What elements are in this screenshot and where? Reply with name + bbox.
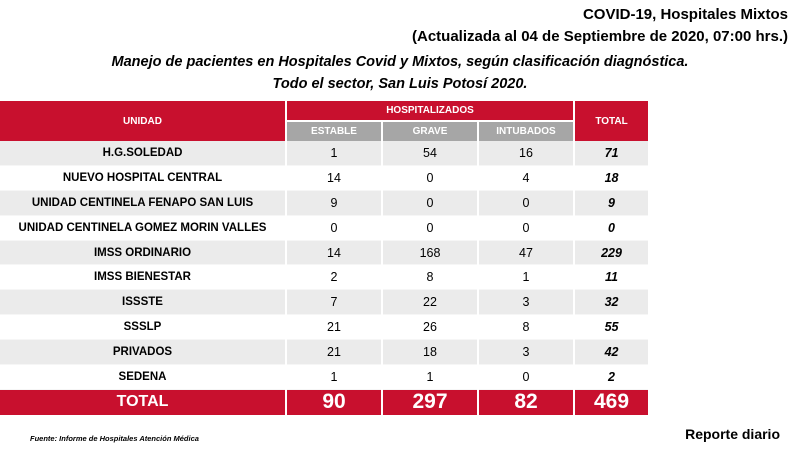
table-row: ISSSTE 7 22 3 32: [0, 289, 649, 316]
grave-cell: 8: [382, 264, 479, 291]
grave-cell: 0: [382, 190, 479, 216]
total-cell: 229: [573, 240, 649, 266]
grave-cell: 0: [382, 215, 479, 241]
unidad-cell: H.G.SOLEDAD: [0, 141, 287, 166]
unidad-cell: ISSSTE: [0, 289, 287, 316]
intubados-cell: 0: [478, 215, 576, 241]
table-row: NUEVO HOSPITAL CENTRAL 14 0 4 18: [0, 165, 649, 191]
total-grave: 297: [382, 389, 479, 415]
total-estable: 90: [286, 389, 383, 415]
grand-total: 469: [574, 389, 649, 415]
estable-cell: 0: [286, 215, 383, 241]
total-cell: 42: [573, 339, 649, 366]
estable-cell: 1: [286, 364, 383, 390]
unidad-cell: PRIVADOS: [0, 339, 287, 366]
intubados-cell: 3: [478, 339, 576, 366]
unidad-cell: UNIDAD CENTINELA FENAPO SAN LUIS: [0, 190, 287, 216]
intubados-cell: 8: [478, 314, 576, 341]
total-cell: 18: [573, 165, 649, 191]
intubados-cell: 0: [478, 364, 576, 390]
header-grave: GRAVE: [382, 121, 479, 141]
grave-cell: 168: [382, 240, 479, 266]
header-hospitalizados: HOSPITALIZADOS: [286, 101, 575, 122]
unidad-cell: NUEVO HOSPITAL CENTRAL: [0, 165, 287, 191]
grave-cell: 1: [382, 364, 479, 390]
estable-cell: 9: [286, 190, 383, 216]
total-cell: 32: [573, 289, 649, 316]
estable-cell: 14: [286, 165, 383, 191]
total-cell: 9: [573, 190, 649, 216]
estable-cell: 21: [286, 314, 383, 341]
unidad-cell: IMSS ORDINARIO: [0, 240, 287, 266]
hospital-table: UNIDAD HOSPITALIZADOS TOTAL ESTABLE GRAV…: [0, 101, 649, 415]
header-intubados: INTUBADOS: [478, 121, 575, 141]
intubados-cell: 4: [478, 165, 576, 191]
estable-cell: 7: [286, 289, 383, 316]
grave-cell: 54: [382, 141, 479, 166]
grave-cell: 0: [382, 165, 479, 191]
unidad-cell: SSSLP: [0, 314, 287, 341]
subtitle-line-2: Todo el sector, San Luis Potosí 2020.: [272, 76, 528, 92]
table-row: IMSS ORDINARIO 14 168 47 229: [0, 240, 649, 266]
table-row: H.G.SOLEDAD 1 54 16 71: [0, 141, 649, 166]
unidad-cell: SEDENA: [0, 364, 287, 390]
source-note: Fuente: Informe de Hospitales Atención M…: [30, 434, 199, 443]
table-row: UNIDAD CENTINELA FENAPO SAN LUIS 9 0 0 9: [0, 190, 649, 216]
table-row: UNIDAD CENTINELA GOMEZ MORIN VALLES 0 0 …: [0, 215, 649, 241]
table-row: PRIVADOS 21 18 3 42: [0, 339, 649, 366]
table-row: IMSS BIENESTAR 2 8 1 11: [0, 264, 649, 291]
total-cell: 0: [573, 215, 649, 241]
intubados-cell: 47: [478, 240, 576, 266]
intubados-cell: 0: [478, 190, 576, 216]
grave-cell: 18: [382, 339, 479, 366]
intubados-cell: 1: [478, 264, 576, 291]
total-cell: 55: [573, 314, 649, 341]
estable-cell: 2: [286, 264, 383, 291]
update-date: (Actualizada al 04 de Septiembre de 2020…: [412, 28, 788, 45]
unidad-cell: IMSS BIENESTAR: [0, 264, 287, 291]
table-row: SEDENA 1 1 0 2: [0, 364, 649, 390]
grave-cell: 22: [382, 289, 479, 316]
total-cell: 11: [573, 264, 649, 291]
unidad-cell: UNIDAD CENTINELA GOMEZ MORIN VALLES: [0, 215, 287, 241]
header-total: TOTAL: [573, 101, 649, 141]
totals-row: TOTAL 90 297 82 469: [0, 389, 649, 415]
table-row: SSSLP 21 26 8 55: [0, 314, 649, 341]
intubados-cell: 3: [478, 289, 576, 316]
subtitle-line-1: Manejo de pacientes en Hospitales Covid …: [111, 54, 689, 70]
total-cell: 2: [573, 364, 649, 390]
total-intubados: 82: [478, 389, 576, 415]
estable-cell: 21: [286, 339, 383, 366]
intubados-cell: 16: [478, 141, 576, 166]
grave-cell: 26: [382, 314, 479, 341]
header-unidad: UNIDAD: [0, 101, 287, 141]
total-cell: 71: [573, 141, 649, 166]
totals-label: TOTAL: [0, 389, 287, 415]
estable-cell: 14: [286, 240, 383, 266]
estable-cell: 1: [286, 141, 383, 166]
report-title: COVID-19, Hospitales Mixtos: [582, 6, 788, 23]
daily-report-label: Reporte diario: [685, 426, 780, 442]
header-estable: ESTABLE: [286, 121, 383, 141]
